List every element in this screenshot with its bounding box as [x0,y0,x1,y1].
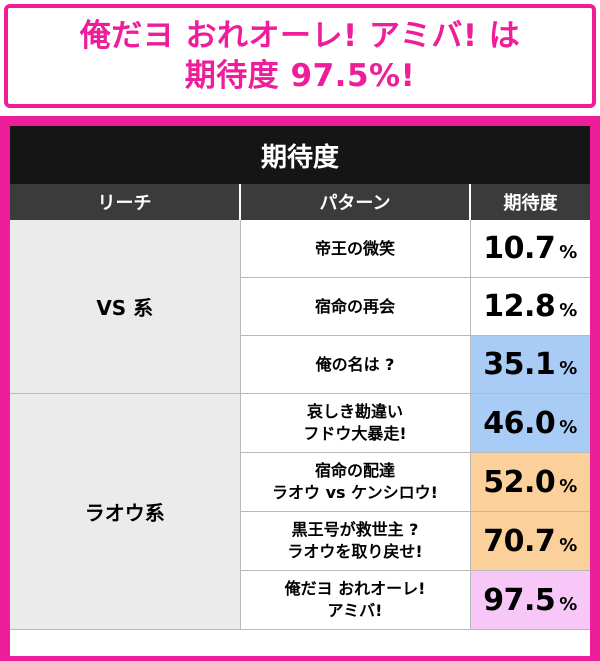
pattern-line: フドウ大暴走! [303,424,407,443]
expectation-value-cell: 12.8% [469,277,591,336]
pattern-line: 宿命の再会 [314,296,395,316]
expectation-value: 35.1 [483,347,556,382]
pattern-cell: 宿命の配達ラオウ vs ケンシロウ! [239,452,470,512]
table-row: 俺だヨ おれオーレ! アミバ! 97.5% [10,570,591,630]
pattern-line: 俺だヨ おれオーレ! [284,579,426,598]
expectation-value: 52.0 [483,464,556,500]
pattern-line: 宿命の配達 [314,461,395,480]
header-reach: リーチ [10,184,240,220]
percent-sign: % [559,358,578,379]
table-row: 宿命の再会 12.8% [10,277,591,336]
pattern-cell: 哀しき勘違い フドウ大暴走! [239,393,470,453]
pattern-line: 帝王の微笑 [314,238,395,258]
table-frame: 期待度 リーチ パターン 期待度 VS 系 帝王の微笑 10.7% 宿命の再会 12.8… [0,116,600,661]
percent-sign: % [559,593,578,615]
table-row: 黒王号が救世主 ? ラオウを取り戻せ! 70.7% [10,511,591,571]
percent-sign: % [559,475,578,497]
table-row: VS 系 帝王の微笑 10.7% [10,220,591,394]
expectation-value: 10.7 [483,231,556,266]
reach-cell: VS 系 [10,220,240,394]
table-wrap: 期待度 リーチ パターン 期待度 VS 系 帝王の微笑 10.7% 宿命の再会 12.8… [10,126,591,656]
table-body: VS 系帝王の微笑 10.7% 宿命の再会 12.8% 俺の名は ? 35.1% ラオウ系哀… [10,220,591,630]
pattern-line: 哀しき勘違い [306,402,403,421]
table-row: ラオウ系 哀しき勘違い フドウ大暴走! 46.0% [10,393,591,630]
pattern-cell: 俺の名は ? [239,335,470,394]
expectation-value: 46.0 [483,405,556,441]
expectation-value-cell: 52.0% [469,452,591,512]
headline-line-1: 俺だヨ おれオーレ! アミバ! は [79,18,521,54]
table-title: 期待度 [10,126,591,184]
pattern-cell: 宿命の再会 [239,277,470,336]
percent-sign: % [559,300,578,321]
pattern-cell: 帝王の微笑 [239,220,470,278]
percent-sign: % [559,534,578,556]
table-row: 宿命の配達 ラオウ vs ケンシロウ! 52.0% [10,452,591,512]
pattern-line: ラオウ vs ケンシロウ! [272,483,438,502]
expectation-value: 70.7 [483,523,556,559]
expectation-value-cell: 97.5% [469,570,591,630]
expectation-value: 97.5 [483,582,556,618]
header-expectation: 期待度 [468,184,591,220]
pattern-line: ラオウを取り戻せ! [287,542,423,561]
table-row: 俺の名は ? 35.1% [10,335,591,394]
percent-sign: % [559,242,578,263]
pattern-line: 黒王号が救世主 ? [291,520,419,539]
expectation-value: 12.8 [483,289,556,324]
pattern-line: アミバ! [327,601,383,620]
expectation-table: 期待度 リーチ パターン 期待度 VS 系 帝王の微笑 10.7% 宿命の再会 12.8… [10,126,591,630]
expectation-value-cell: 70.7% [469,511,591,571]
headline-box: 俺だヨ おれオーレ! アミバ! は 期待度 97.5%! [4,4,596,108]
headline-line-2: 期待度 97.5%! [184,58,416,94]
pattern-cell: 黒王号が救世主 ? ラオウを取り戻せ! [239,511,470,571]
expectation-value-cell: 46.0% [469,393,591,453]
expectation-value-cell: 35.1% [469,335,591,394]
pattern-cell: 俺だヨ おれオーレ! アミバ! [239,570,470,630]
expectation-value-cell: 10.7% [469,220,591,278]
header-pattern: パターン [239,184,470,220]
reach-cell: ラオウ系 [10,393,240,630]
percent-sign: % [559,416,578,438]
pattern-line: 俺の名は ? [315,354,395,374]
